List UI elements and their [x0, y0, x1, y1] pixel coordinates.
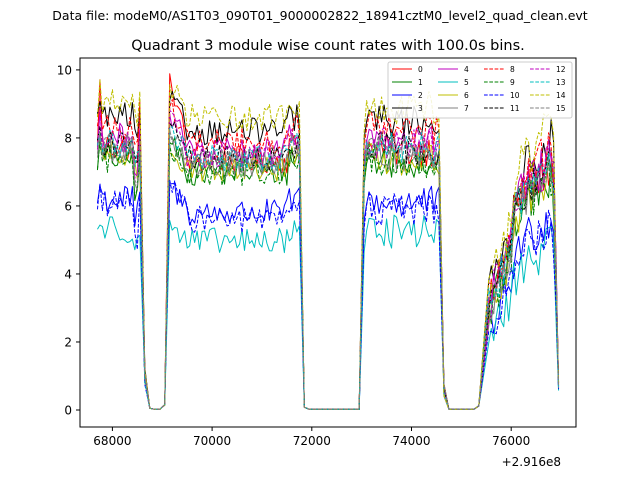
- y-tick-label: 4: [64, 267, 72, 281]
- legend-label-7: 7: [464, 104, 469, 113]
- x-tick-label: 68000: [93, 434, 131, 448]
- legend-label-4: 4: [464, 65, 469, 74]
- legend-label-1: 1: [418, 78, 423, 87]
- series-line-15: [96, 129, 560, 410]
- legend-label-11: 11: [510, 104, 520, 113]
- series-line-14: [96, 79, 560, 410]
- legend-label-13: 13: [556, 78, 566, 87]
- y-tick-label: 2: [64, 335, 72, 349]
- y-axis: 0 2 4 6 8 10: [57, 63, 80, 417]
- y-tick-label: 10: [57, 63, 72, 77]
- x-tick-label: 70000: [193, 434, 231, 448]
- plot-lines: [96, 73, 560, 410]
- x-tick-label: 74000: [392, 434, 430, 448]
- x-axis: 68000 70000 72000 74000 76000: [93, 427, 530, 448]
- x-tick-label: 72000: [293, 434, 331, 448]
- axes-frame: [79, 57, 577, 428]
- legend-label-3: 3: [418, 104, 423, 113]
- y-tick-label: 0: [64, 403, 72, 417]
- data-file-label: Data file: modeM0/AS1T03_090T01_90000028…: [52, 8, 587, 23]
- legend-label-5: 5: [464, 78, 469, 87]
- legend-label-14: 14: [556, 91, 566, 100]
- x-offset-label: +2.916e8: [502, 455, 561, 469]
- legend-label-9: 9: [510, 78, 515, 87]
- legend-box: [387, 61, 573, 119]
- series-line-13: [96, 126, 560, 410]
- legend-label-8: 8: [510, 65, 515, 74]
- x-tick-label: 76000: [492, 434, 530, 448]
- y-tick-label: 8: [64, 131, 72, 145]
- y-tick-label: 6: [64, 199, 72, 213]
- legend-label-2: 2: [418, 91, 423, 100]
- legend-label-12: 12: [556, 65, 566, 74]
- legend-label-6: 6: [464, 91, 469, 100]
- legend-label-0: 0: [418, 65, 423, 74]
- legend-label-15: 15: [556, 104, 566, 113]
- series-line-12: [96, 109, 560, 410]
- chart-title: Quadrant 3 module wise count rates with …: [131, 38, 525, 54]
- legend-label-10: 10: [510, 91, 520, 100]
